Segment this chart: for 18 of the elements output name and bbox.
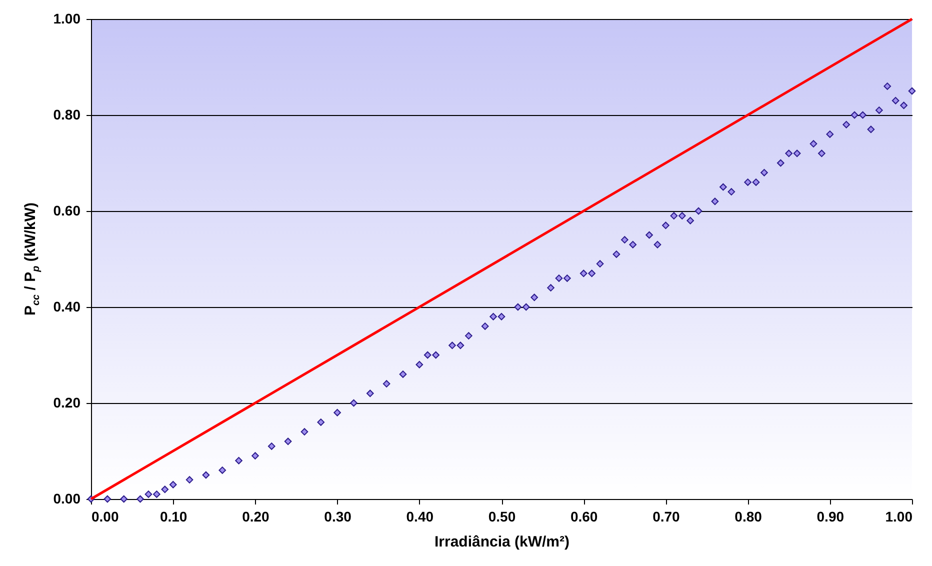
x-tick-label: 0.80 bbox=[734, 508, 762, 524]
x-tick-label: 0.30 bbox=[324, 508, 352, 524]
y-tick-label: 0.60 bbox=[53, 202, 81, 218]
x-axis-title: Irradiância (kW/m²) bbox=[434, 534, 570, 550]
y-tick-label: 0.20 bbox=[53, 394, 81, 410]
x-tick-label: 0.10 bbox=[160, 508, 188, 524]
y-tick-label: 0.00 bbox=[53, 490, 81, 506]
x-tick-label: 0.50 bbox=[488, 508, 516, 524]
x-tick-label: 0.90 bbox=[816, 508, 844, 524]
x-tick-label: 0.70 bbox=[652, 508, 680, 524]
x-tick-label: 0.60 bbox=[570, 508, 598, 524]
x-tick-label: 1.00 bbox=[885, 508, 913, 524]
y-tick-label: 0.80 bbox=[53, 106, 81, 122]
y-tick-label: 0.40 bbox=[53, 298, 81, 314]
y-tick-label: 1.00 bbox=[53, 10, 81, 26]
x-tick-label: 0.00 bbox=[92, 508, 119, 524]
x-tick-label: 0.20 bbox=[242, 508, 270, 524]
x-tick-label: 0.40 bbox=[406, 508, 434, 524]
